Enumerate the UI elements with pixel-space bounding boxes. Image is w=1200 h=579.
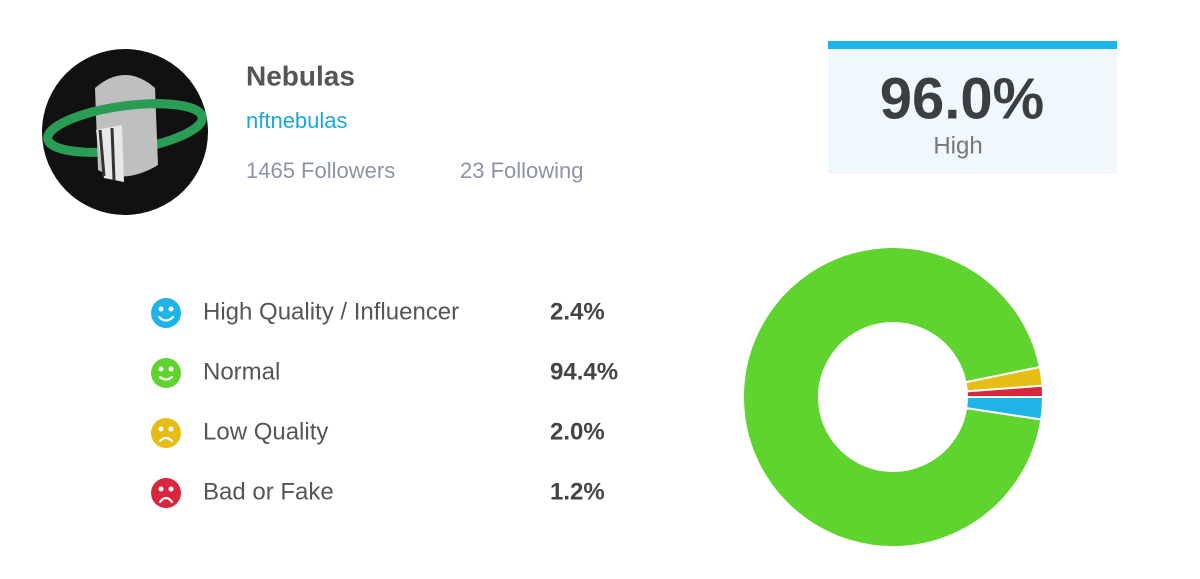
following: 23 Following bbox=[460, 158, 584, 183]
legend: High Quality / Influencer 2.4% Normal 94.4%… bbox=[151, 298, 618, 508]
icon-eye bbox=[158, 306, 164, 312]
donut-chart bbox=[742, 246, 1045, 548]
legend-value: 2.0% bbox=[550, 418, 605, 445]
donut-segment bbox=[965, 384, 1045, 398]
score-value: 96.0% bbox=[880, 66, 1044, 131]
legend-icon bbox=[151, 418, 181, 448]
legend-item: Bad or Fake 1.2% bbox=[151, 478, 605, 508]
legend-icon bbox=[151, 298, 181, 328]
score-box: 96.0% High bbox=[828, 41, 1117, 174]
donut-segment bbox=[742, 246, 1043, 548]
icon-eye bbox=[168, 426, 174, 432]
followers: 1465 Followers bbox=[246, 158, 395, 183]
icon-mouth bbox=[158, 436, 174, 443]
legend-value: 1.2% bbox=[550, 478, 605, 505]
legend-label: Bad or Fake bbox=[203, 478, 334, 505]
icon-eye bbox=[158, 366, 164, 372]
icon-eye bbox=[168, 306, 174, 312]
legend-item: Normal 94.4% bbox=[151, 358, 618, 388]
icon-mouth bbox=[158, 496, 174, 504]
profile-name: Nebulas bbox=[246, 60, 355, 91]
legend-value: 94.4% bbox=[550, 358, 618, 385]
icon-mouth bbox=[157, 315, 175, 322]
icon-mouth bbox=[158, 375, 174, 381]
legend-label: Normal bbox=[203, 358, 280, 385]
profile-handle[interactable]: nftnebulas bbox=[246, 108, 348, 133]
legend-label: Low Quality bbox=[203, 418, 328, 445]
legend-item: High Quality / Influencer 2.4% bbox=[151, 298, 605, 328]
icon-eye bbox=[158, 426, 164, 432]
legend-icon bbox=[151, 358, 181, 388]
avatar bbox=[42, 49, 208, 215]
legend-label: High Quality / Influencer bbox=[203, 298, 459, 325]
score-label: High bbox=[933, 132, 982, 159]
icon-eye bbox=[158, 486, 164, 492]
legend-value: 2.4% bbox=[550, 298, 605, 325]
icon-eye bbox=[168, 486, 174, 492]
legend-icon bbox=[151, 478, 181, 508]
legend-item: Low Quality 2.0% bbox=[151, 418, 605, 448]
icon-eye bbox=[168, 366, 174, 372]
